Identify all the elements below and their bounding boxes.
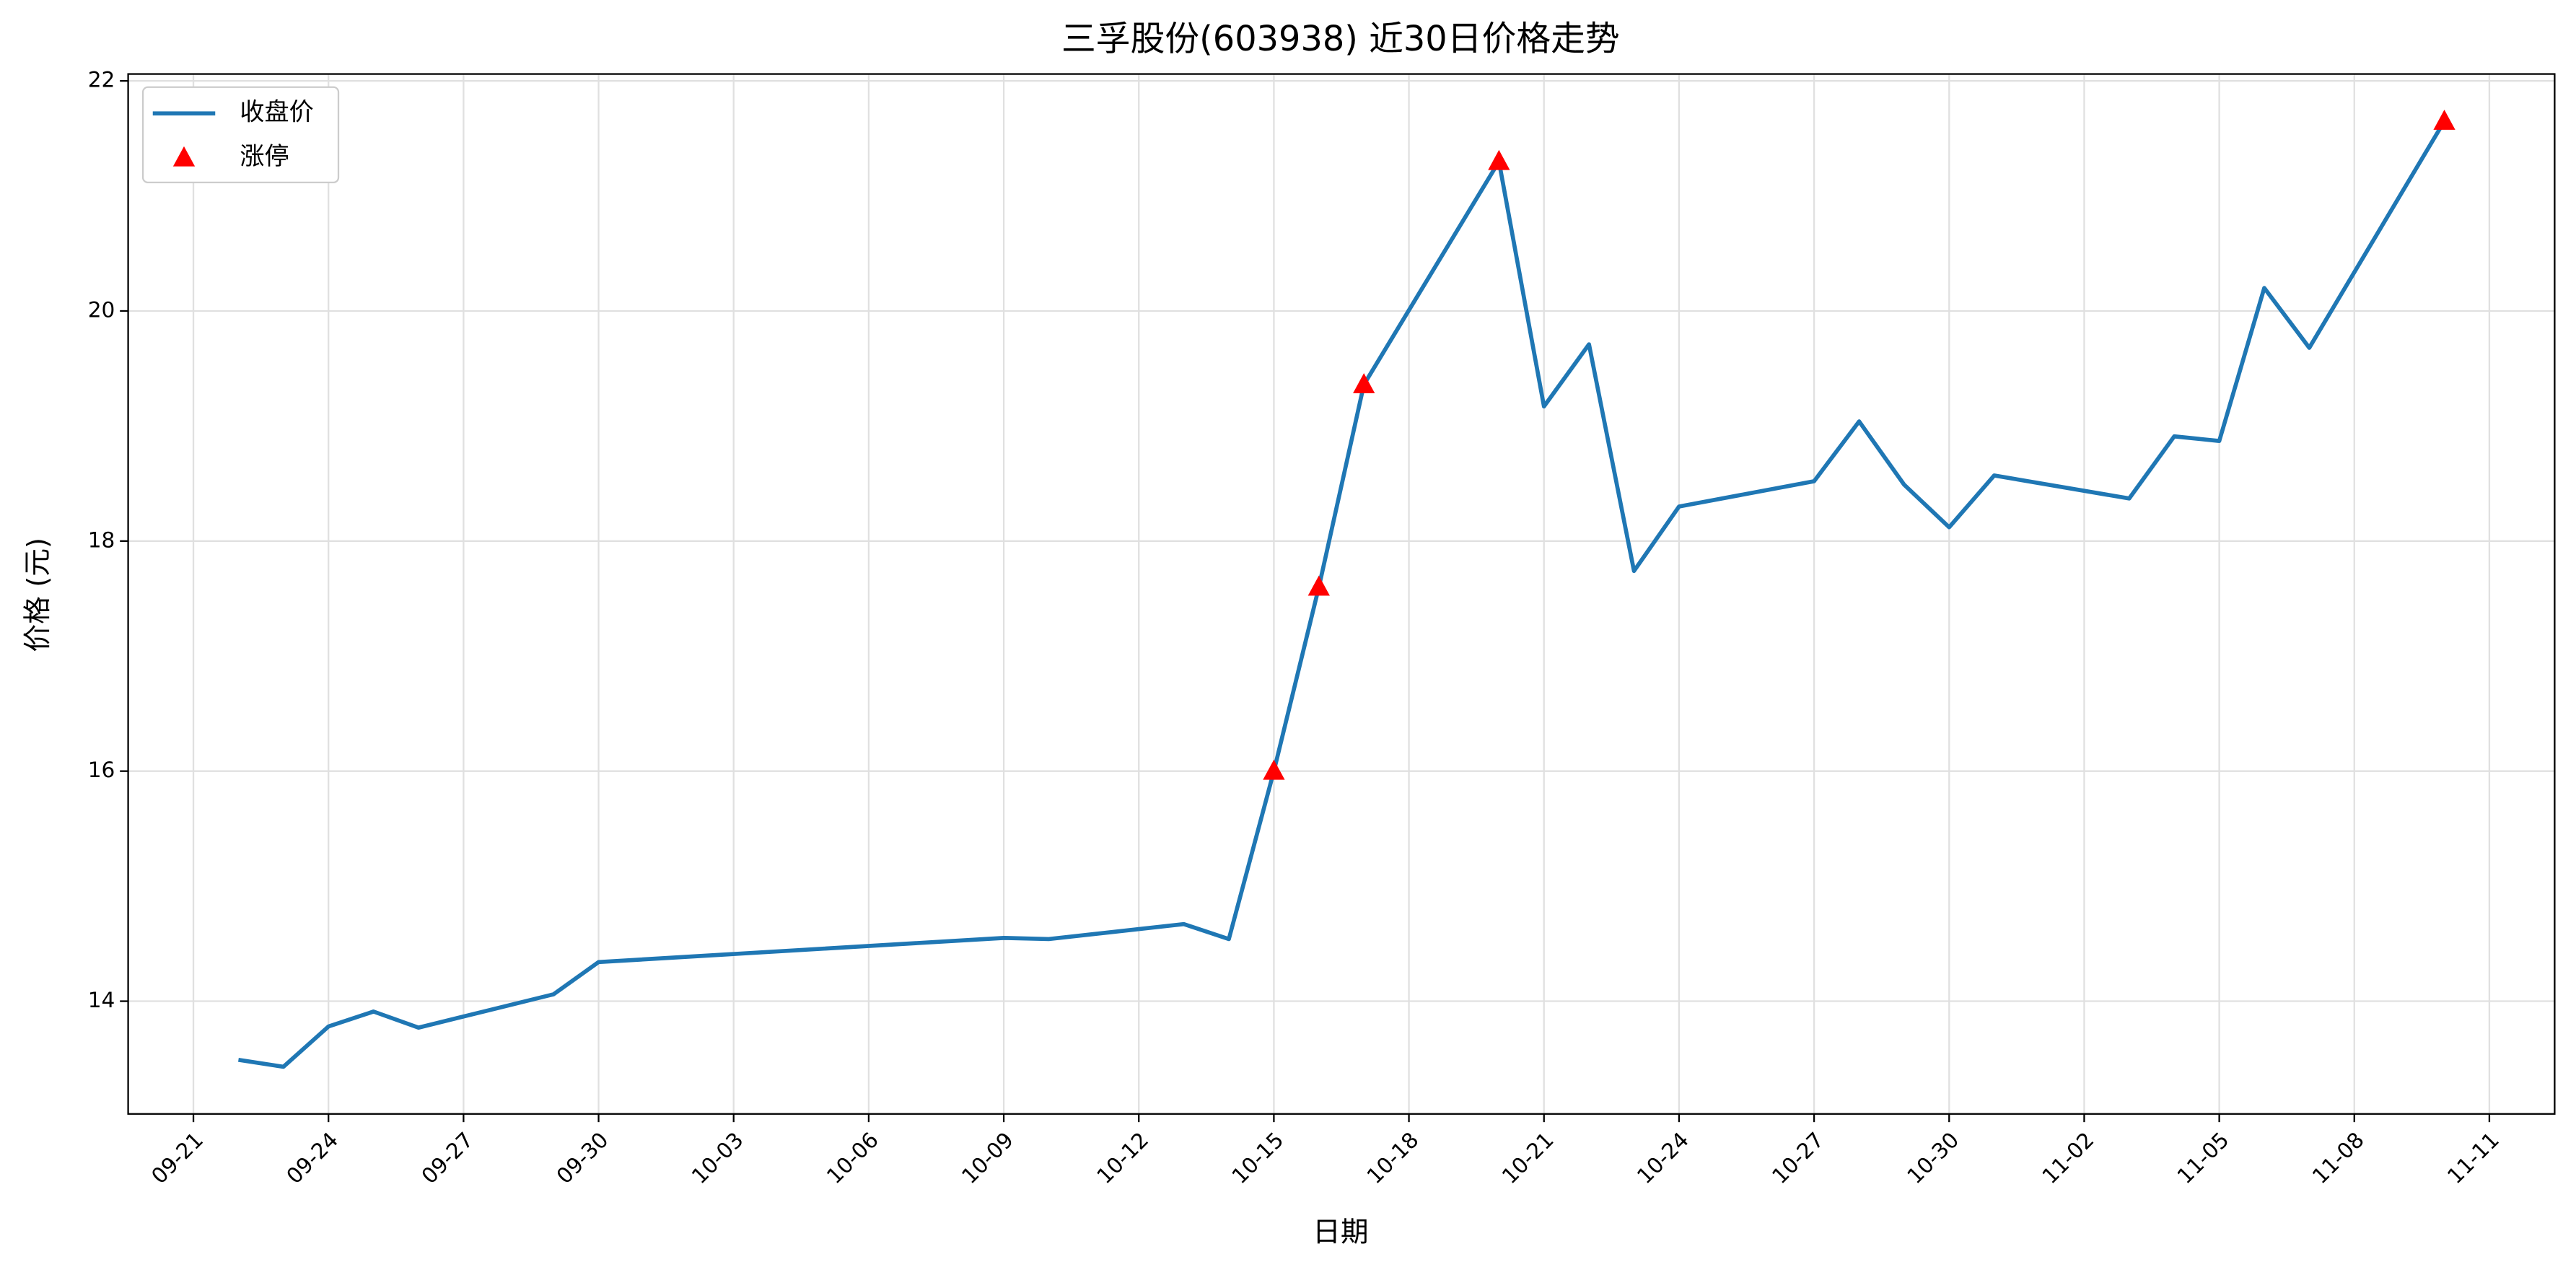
price-line <box>238 120 2446 1069</box>
x-tick-label: 10-30 <box>1903 1128 1964 1189</box>
legend-label: 涨停 <box>240 142 289 171</box>
y-tick-label: 22 <box>88 68 115 92</box>
legend-box <box>141 86 340 183</box>
x-tick-label: 10-24 <box>1632 1128 1694 1189</box>
x-tick-label: 10-15 <box>1227 1128 1289 1189</box>
limit-up-marker <box>1353 373 1375 393</box>
y-tick-label: 18 <box>88 527 115 552</box>
x-tick-label: 11-02 <box>2038 1128 2099 1189</box>
x-tick-label: 09-21 <box>146 1128 208 1189</box>
limit-up-marker <box>1488 149 1510 170</box>
plot-frame <box>127 73 2556 1115</box>
x-tick-label: 11-08 <box>2308 1128 2369 1189</box>
x-tick-label: 10-09 <box>957 1128 1018 1189</box>
x-tick-label: 09-27 <box>417 1128 478 1189</box>
x-tick-label: 10-06 <box>822 1128 883 1189</box>
x-tick-label: 09-24 <box>281 1128 343 1189</box>
y-axis-label: 价格 (元) <box>22 538 54 652</box>
x-tick-label: 11-05 <box>2173 1128 2234 1189</box>
x-tick-label: 09-30 <box>552 1128 613 1189</box>
chart-title: 三孚股份(603938) 近30日价格走势 <box>1061 19 1620 59</box>
x-tick-label: 10-21 <box>1497 1128 1559 1189</box>
legend-marker <box>172 146 196 167</box>
x-tick-label: 11-11 <box>2443 1128 2504 1189</box>
limit-up-marker <box>1263 759 1285 780</box>
x-axis-label: 日期 <box>1313 1216 1368 1248</box>
x-tick-label: 10-27 <box>1767 1128 1828 1189</box>
x-tick-label: 10-12 <box>1092 1128 1153 1189</box>
x-tick-label: 10-18 <box>1362 1128 1424 1189</box>
legend-label: 收盘价 <box>240 98 313 127</box>
limit-up-marker <box>2433 109 2455 130</box>
y-tick-label: 20 <box>88 297 115 322</box>
y-tick-label: 16 <box>88 758 115 782</box>
x-tick-label: 10-03 <box>687 1128 748 1189</box>
y-tick-label: 14 <box>88 988 115 1012</box>
limit-up-marker <box>1307 575 1330 596</box>
